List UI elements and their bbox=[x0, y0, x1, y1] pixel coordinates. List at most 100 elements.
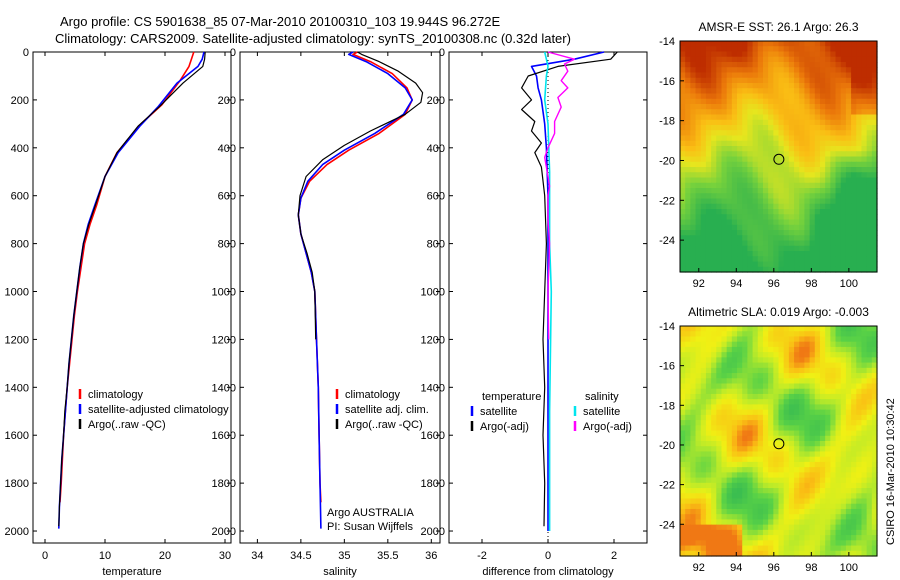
map-cell bbox=[690, 545, 697, 552]
map-cell bbox=[835, 508, 842, 515]
map-cell bbox=[783, 140, 790, 147]
map-cell bbox=[845, 219, 852, 226]
map-cell bbox=[866, 451, 873, 458]
map-cell bbox=[825, 545, 831, 552]
map-cell bbox=[742, 172, 748, 179]
map-cell bbox=[690, 77, 697, 84]
map-cell bbox=[680, 266, 686, 273]
map-cell bbox=[731, 151, 738, 158]
map-cell bbox=[721, 508, 728, 515]
map-cell bbox=[752, 46, 759, 53]
map-cell bbox=[737, 177, 743, 184]
map-cell bbox=[762, 331, 769, 338]
map-cell bbox=[768, 336, 774, 343]
map-cell bbox=[737, 46, 743, 53]
map-cell bbox=[690, 435, 697, 442]
map-cell bbox=[835, 193, 842, 200]
map-cell bbox=[752, 219, 759, 226]
map-cell bbox=[680, 219, 686, 226]
map-cell bbox=[830, 88, 837, 95]
map-cell bbox=[685, 378, 691, 385]
map-cell bbox=[788, 430, 795, 437]
map-cell bbox=[757, 399, 764, 406]
map-cell bbox=[711, 456, 717, 463]
map-cell bbox=[835, 373, 842, 379]
map-cell bbox=[762, 93, 769, 100]
map-cell bbox=[866, 383, 873, 390]
map-cell bbox=[866, 182, 873, 189]
map-cell bbox=[695, 230, 702, 236]
map-cell bbox=[685, 441, 691, 447]
map-cell bbox=[845, 72, 852, 79]
map-cell bbox=[685, 41, 691, 47]
map-cell bbox=[773, 331, 780, 338]
map-cell bbox=[695, 67, 702, 74]
map-cell bbox=[711, 357, 717, 364]
map-cell bbox=[680, 352, 686, 358]
map-cell bbox=[721, 477, 728, 484]
map-cell bbox=[711, 140, 717, 147]
map-cell bbox=[731, 214, 738, 221]
map-cell bbox=[861, 51, 868, 58]
map-cell bbox=[680, 203, 686, 210]
map-cell bbox=[794, 326, 800, 332]
map-cell bbox=[747, 182, 754, 189]
map-cell bbox=[835, 367, 842, 374]
map-cell bbox=[757, 550, 764, 557]
map-cell bbox=[871, 240, 878, 247]
map-cell bbox=[747, 209, 754, 215]
map-cell bbox=[851, 161, 857, 168]
map-cell bbox=[825, 93, 831, 100]
map-cell bbox=[830, 346, 837, 353]
map-cell bbox=[778, 331, 785, 338]
map-cell bbox=[747, 46, 754, 53]
map-cell bbox=[726, 435, 733, 442]
map-cell bbox=[680, 346, 686, 353]
map-cell bbox=[871, 261, 878, 268]
map-cell bbox=[830, 331, 837, 338]
map-cell bbox=[757, 93, 764, 100]
map-cell bbox=[845, 214, 852, 221]
map-cell bbox=[866, 235, 873, 242]
map-cell bbox=[742, 441, 748, 447]
map-cell bbox=[804, 508, 811, 515]
map-cell bbox=[799, 140, 806, 147]
map-cell bbox=[866, 482, 873, 489]
map-cell bbox=[747, 529, 754, 536]
map-cell bbox=[783, 235, 790, 242]
map-cell bbox=[757, 383, 764, 390]
map-cell bbox=[871, 435, 878, 442]
map-cell bbox=[768, 508, 774, 515]
map-cell bbox=[809, 357, 816, 364]
map-cell bbox=[695, 130, 702, 137]
map-cell bbox=[700, 98, 707, 105]
map-cell bbox=[861, 409, 868, 416]
map-cell bbox=[711, 430, 717, 437]
map-cell bbox=[695, 182, 702, 189]
map-cell bbox=[835, 261, 842, 268]
map-cell bbox=[731, 83, 738, 89]
map-cell bbox=[799, 62, 806, 68]
map-cell bbox=[830, 352, 837, 358]
map-cell bbox=[856, 461, 863, 468]
map-cell bbox=[840, 46, 847, 53]
map-cell bbox=[788, 367, 795, 374]
map-cell bbox=[711, 519, 717, 526]
map-cell bbox=[747, 156, 754, 163]
map-cell bbox=[742, 352, 748, 358]
map-cell bbox=[825, 177, 831, 184]
map-cell bbox=[794, 362, 800, 369]
map-cell bbox=[794, 130, 800, 137]
map-cell bbox=[845, 498, 852, 505]
map-cell bbox=[752, 404, 759, 411]
map-cell bbox=[804, 482, 811, 489]
map-cell bbox=[700, 203, 707, 210]
map-cell bbox=[737, 251, 743, 257]
map-cell bbox=[819, 140, 826, 147]
map-cell bbox=[830, 535, 837, 541]
map-cell bbox=[773, 77, 780, 84]
map-cell bbox=[788, 488, 795, 494]
map-cell bbox=[721, 114, 728, 121]
map-cell bbox=[773, 446, 780, 453]
map-cell bbox=[711, 409, 717, 416]
